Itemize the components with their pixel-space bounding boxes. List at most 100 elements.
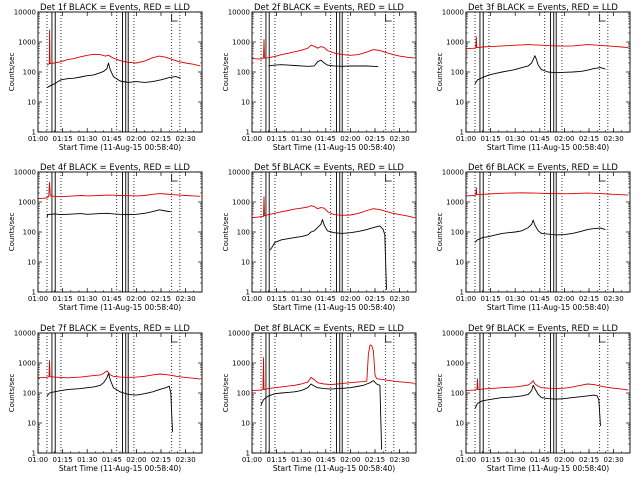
x-tick-label: 01:15 — [53, 295, 73, 303]
x-tick-label: 01:15 — [53, 456, 73, 464]
y-tick-label: 1 — [460, 129, 464, 137]
x-tick-label: 02:15 — [365, 295, 385, 303]
x-tick-label: 01:15 — [53, 135, 73, 143]
bracket-marker — [171, 14, 178, 22]
x-tick-label: 02:30 — [390, 295, 410, 303]
events-series-line — [260, 380, 383, 450]
chart-panel-1: Det 1f BLACK = Events, RED = LLD Counts/s… — [8, 3, 203, 152]
x-tick-label: 02:15 — [579, 456, 599, 464]
x-tick-label: 02:00 — [554, 456, 574, 464]
x-tick-label: 02:00 — [126, 456, 146, 464]
chart-panel-4: Det 4f BLACK = Events, RED = LLD Counts/s… — [8, 163, 203, 312]
x-tick-label: 01:00 — [456, 295, 476, 303]
events-series-line — [46, 62, 181, 89]
y-axis-label: Counts/sec — [436, 53, 444, 92]
x-tick-label: 02:15 — [579, 295, 599, 303]
chart-panel-2: Det 2f BLACK = Events, RED = LLD Counts/s… — [222, 3, 417, 152]
y-tick-label: 1 — [32, 289, 36, 297]
y-tick-label: 1000 — [18, 39, 36, 47]
y-tick-label: 100 — [237, 390, 250, 398]
lld-series-line — [46, 29, 201, 67]
y-tick-label: 100 — [23, 69, 36, 77]
x-tick-label: 02:30 — [604, 135, 624, 143]
x-tick-label: 02:00 — [340, 135, 360, 143]
chart-panel-6: Det 6f BLACK = Events, RED = LLD Counts/s… — [436, 163, 631, 312]
x-tick-label: 01:00 — [456, 456, 476, 464]
x-axis-label: Start Time (11-Aug-15 00:58:40) — [487, 464, 609, 473]
x-tick-label: 02:30 — [604, 295, 624, 303]
events-series-line — [474, 55, 606, 85]
y-tick-label: 10000 — [228, 330, 250, 338]
events-series-line — [46, 372, 173, 433]
lld-series-line — [251, 344, 415, 392]
x-tick-label: 02:30 — [176, 456, 196, 464]
x-tick-label: 01:15 — [267, 295, 287, 303]
y-tick-label: 1 — [246, 129, 250, 137]
y-tick-label: 10000 — [442, 330, 464, 338]
x-tick-label: 01:45 — [316, 456, 336, 464]
x-axis-label: Start Time (11-Aug-15 00:58:40) — [487, 143, 609, 152]
x-tick-label: 02:00 — [554, 135, 574, 143]
x-axis-label: Start Time (11-Aug-15 00:58:40) — [59, 303, 181, 312]
y-axis-label: Counts/sec — [8, 213, 16, 252]
bracket-marker — [599, 335, 606, 343]
events-series-line — [268, 59, 379, 68]
plot-frame — [465, 11, 631, 133]
x-tick-label: 01:30 — [77, 295, 97, 303]
plot-frame — [251, 332, 417, 454]
chart-title: Det 1f BLACK = Events, RED = LLD — [40, 3, 190, 13]
y-tick-label: 100 — [23, 390, 36, 398]
x-tick-label: 01:15 — [267, 135, 287, 143]
y-tick-label: 10000 — [14, 9, 36, 17]
y-tick-label: 100 — [237, 229, 250, 237]
x-tick-label: 01:15 — [481, 135, 501, 143]
events-series-line — [269, 219, 387, 290]
y-axis-label: Counts/sec — [436, 374, 444, 413]
bracket-marker — [599, 14, 606, 22]
y-tick-label: 10 — [455, 420, 464, 428]
x-tick-label: 02:00 — [340, 456, 360, 464]
x-tick-label: 02:15 — [151, 135, 171, 143]
plot-frame — [465, 171, 631, 293]
y-tick-label: 1 — [460, 450, 464, 458]
lld-series-line — [251, 196, 415, 219]
x-tick-label: 01:00 — [242, 456, 262, 464]
events-series-line — [474, 384, 601, 426]
y-tick-label: 10 — [241, 420, 250, 428]
y-tick-label: 1 — [32, 129, 36, 137]
events-series-line — [46, 209, 171, 218]
x-tick-label: 01:00 — [28, 135, 48, 143]
y-tick-label: 10000 — [442, 9, 464, 17]
x-axis-label: Start Time (11-Aug-15 00:58:40) — [273, 464, 395, 473]
x-axis-label: Start Time (11-Aug-15 00:58:40) — [59, 464, 181, 473]
x-axis-label: Start Time (11-Aug-15 00:58:40) — [273, 303, 395, 312]
x-tick-label: 01:00 — [456, 135, 476, 143]
plot-frame — [37, 11, 203, 133]
chart-title: Det 3f BLACK = Events, RED = LLD — [468, 3, 618, 13]
y-axis-label: Counts/sec — [8, 374, 16, 413]
y-tick-label: 10000 — [228, 9, 250, 17]
bracket-marker — [385, 14, 392, 22]
x-tick-label: 01:45 — [316, 295, 336, 303]
events-series-line — [474, 219, 606, 243]
x-tick-label: 01:45 — [316, 135, 336, 143]
y-axis-label: Counts/sec — [222, 374, 230, 413]
x-tick-label: 01:30 — [77, 456, 97, 464]
y-tick-label: 100 — [23, 229, 36, 237]
y-tick-label: 1000 — [446, 39, 464, 47]
x-tick-label: 01:00 — [242, 295, 262, 303]
chart-panel-9: Det 9f BLACK = Events, RED = LLD Counts/s… — [436, 324, 631, 473]
x-tick-label: 01:00 — [28, 295, 48, 303]
y-tick-label: 1 — [246, 289, 250, 297]
plot-frame — [251, 11, 417, 133]
chart-title: Det 7f BLACK = Events, RED = LLD — [40, 324, 190, 334]
plot-frame — [251, 171, 417, 293]
x-tick-label: 02:30 — [176, 135, 196, 143]
x-tick-label: 01:30 — [77, 135, 97, 143]
bracket-marker — [171, 174, 178, 182]
chart-title: Det 6f BLACK = Events, RED = LLD — [468, 163, 618, 173]
x-axis-label: Start Time (11-Aug-15 00:58:40) — [59, 143, 181, 152]
y-axis-label: Counts/sec — [8, 53, 16, 92]
x-tick-label: 01:45 — [530, 456, 550, 464]
